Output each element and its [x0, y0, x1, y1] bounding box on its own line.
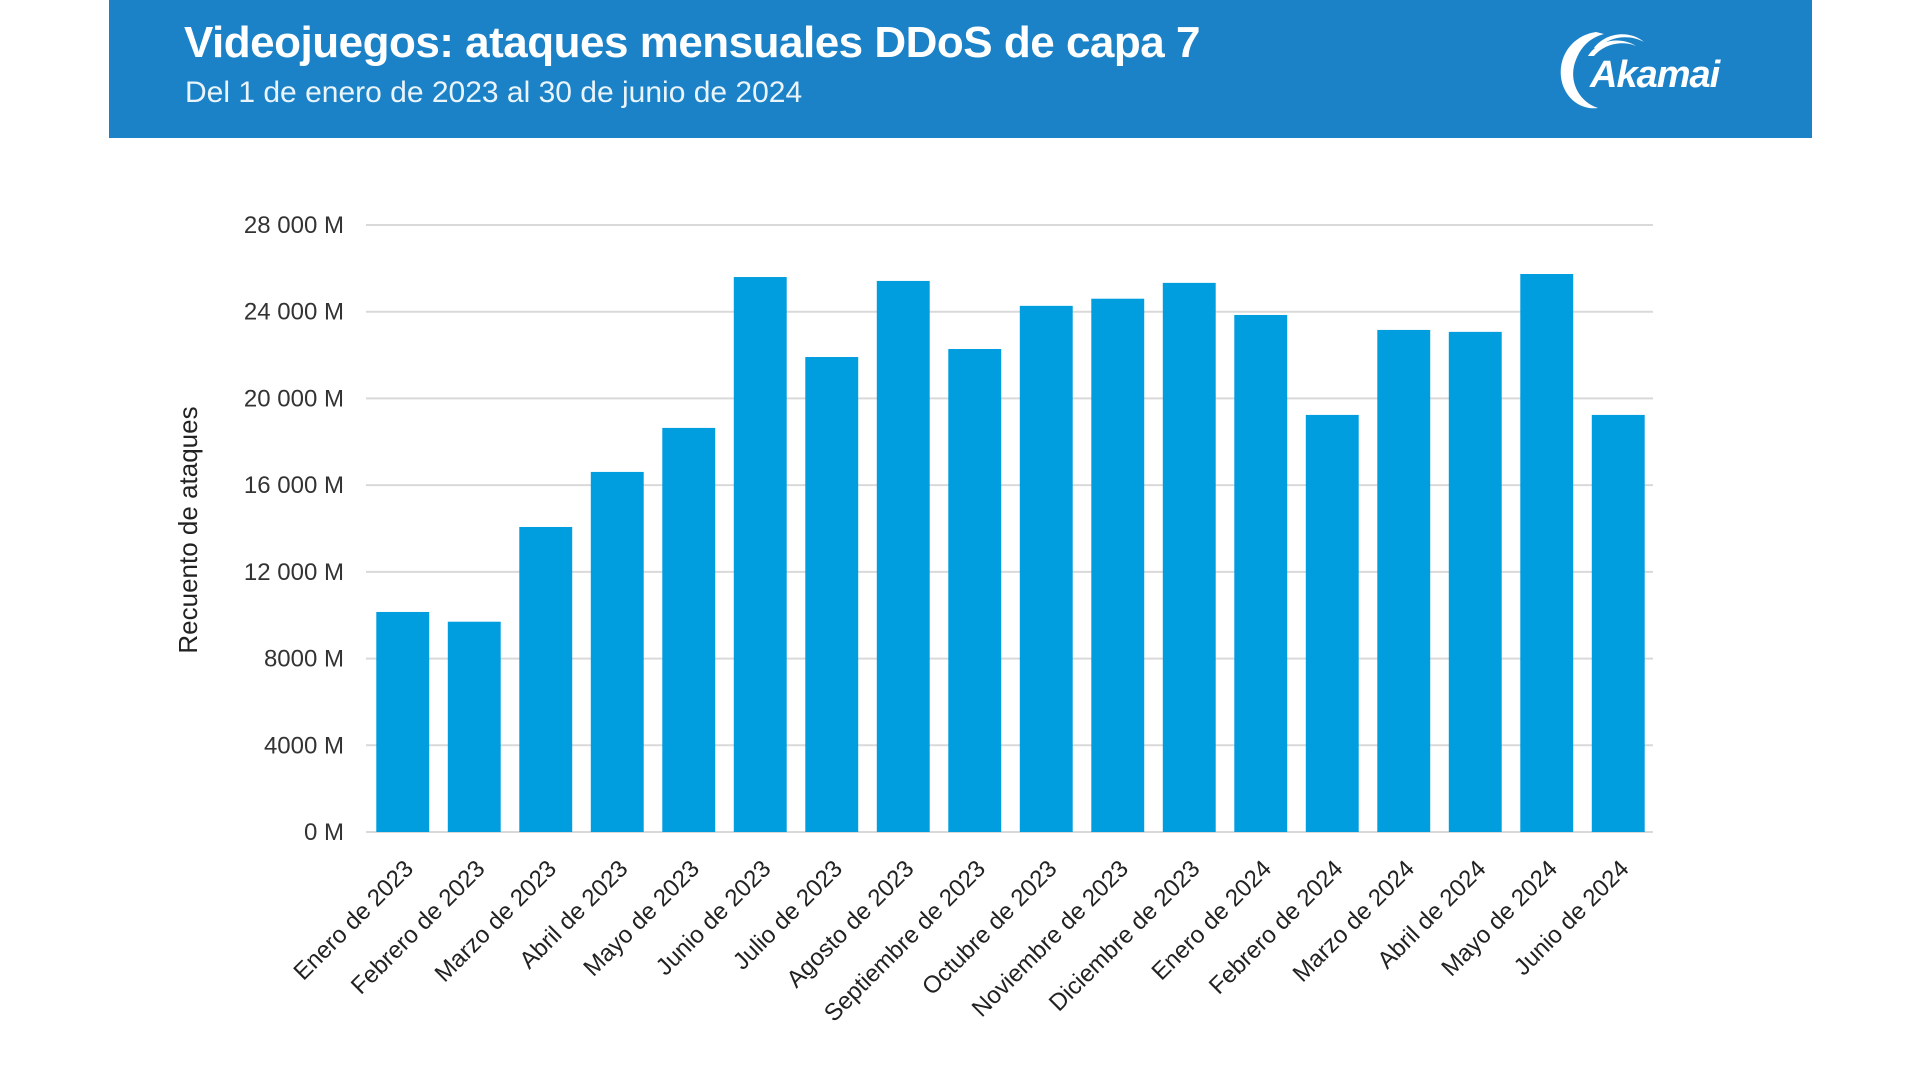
bar	[805, 357, 859, 832]
bar	[376, 611, 430, 832]
x-tick-label: Febrero de 2023	[346, 855, 491, 1000]
bar	[590, 471, 644, 832]
y-tick-label: 0 M	[304, 819, 344, 846]
x-tick-label: Agosto de 2023	[782, 855, 920, 993]
y-axis-ticks: 0 M 4000 M 8000 M 12 000 M 16 000 M 20 000 M 2…	[244, 212, 344, 846]
x-tick-label: Marzo de 2024	[1288, 855, 1420, 987]
akamai-logo: Akamai	[1550, 26, 1750, 110]
bars	[376, 273, 1645, 833]
y-tick-label: 28 000 M	[244, 212, 344, 239]
bar	[1377, 329, 1431, 832]
y-tick-label: 4000 M	[264, 732, 344, 759]
y-tick-label: 8000 M	[264, 646, 344, 673]
bar	[733, 277, 787, 832]
bar	[662, 427, 716, 832]
chart-header: Videojuegos: ataques mensuales DDoS de c…	[109, 0, 1812, 138]
x-tick-label: Febrero de 2024	[1204, 855, 1349, 1000]
y-axis-label: Recuento de ataques	[173, 406, 203, 653]
bar	[1520, 273, 1574, 833]
bar	[1591, 414, 1645, 832]
x-tick-label: Marzo de 2023	[430, 855, 562, 987]
y-tick-label: 16 000 M	[244, 472, 344, 499]
bar	[876, 280, 930, 832]
gridlines	[366, 224, 1653, 833]
bar	[1448, 331, 1502, 832]
bar	[1234, 314, 1288, 832]
bar	[1305, 414, 1359, 832]
y-tick-label: 12 000 M	[244, 559, 344, 586]
logo-text: Akamai	[1590, 54, 1720, 96]
y-tick-label: 24 000 M	[244, 299, 344, 326]
bar	[1091, 298, 1145, 832]
chart-subtitle: Del 1 de enero de 2023 al 30 de junio de…	[185, 76, 803, 109]
chart-title: Videojuegos: ataques mensuales DDoS de c…	[184, 18, 1200, 67]
x-tick-label: Enero de 2023	[289, 855, 419, 985]
bar	[519, 526, 573, 832]
bar	[1162, 282, 1216, 832]
bar	[948, 349, 1002, 832]
bar	[1019, 305, 1073, 832]
akamai-wave-icon	[1560, 32, 1644, 109]
x-tick-label: Octubre de 2023	[917, 855, 1063, 1001]
bar	[447, 621, 501, 832]
y-tick-label: 20 000 M	[244, 385, 344, 412]
